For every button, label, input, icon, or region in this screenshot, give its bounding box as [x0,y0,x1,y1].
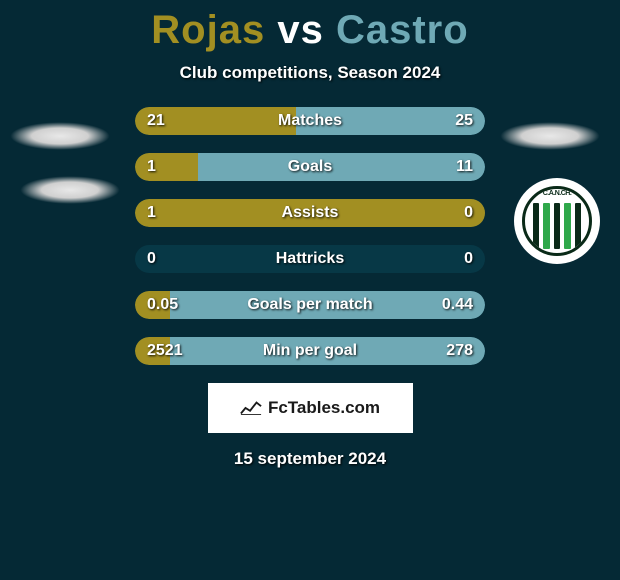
stat-value-left: 21 [147,107,165,135]
stat-label: Matches [135,107,485,135]
player1-name: Rojas [151,8,265,52]
stat-value-right: 0 [464,245,473,273]
stat-row: Goals111 [135,153,485,181]
stat-value-left: 0 [147,245,156,273]
stat-value-left: 2521 [147,337,183,365]
stat-label: Goals [135,153,485,181]
subtitle: Club competitions, Season 2024 [0,63,620,83]
brand-box[interactable]: FcTables.com [208,383,413,433]
club-badge-stripes [533,203,581,249]
player2-name: Castro [336,8,469,52]
stat-label: Assists [135,199,485,227]
stat-row: Hattricks0 0 [135,245,485,273]
stat-label: Goals per match [135,291,485,319]
vs-text: vs [277,8,324,52]
stat-label: Min per goal [135,337,485,365]
stat-value-left: 0.05 [147,291,178,319]
brand-text: FcTables.com [268,398,380,418]
stat-value-left: 1 [147,153,156,181]
stat-value-left: 1 [147,199,156,227]
stat-row: Min per goal2521 278 [135,337,485,365]
comparison-title: Rojas vs Castro [0,0,620,53]
stat-value-right: 278 [446,337,473,365]
stat-label: Hattricks [135,245,485,273]
date-text: 15 september 2024 [0,449,620,469]
stat-row: Goals per match0.05 0.44 [135,291,485,319]
stat-row: Assists1 0 [135,199,485,227]
stat-value-right: 0.44 [442,291,473,319]
stat-value-right: 0 [464,199,473,227]
stats-container: Matches2125Goals111Assists10Hattricks00G… [135,107,485,365]
stat-value-right: 25 [455,107,473,135]
player1-avatar-shadow-1 [10,122,110,150]
stat-row: Matches21 25 [135,107,485,135]
player1-avatar-shadow-2 [20,176,120,204]
club-badge-text: C.A.N.CH. [525,190,589,197]
stat-value-right: 11 [456,153,473,181]
player2-avatar-shadow [500,122,600,150]
player2-club-badge: C.A.N.CH. [514,178,600,264]
club-badge-inner: C.A.N.CH. [522,186,592,256]
brand-icon [240,400,262,416]
